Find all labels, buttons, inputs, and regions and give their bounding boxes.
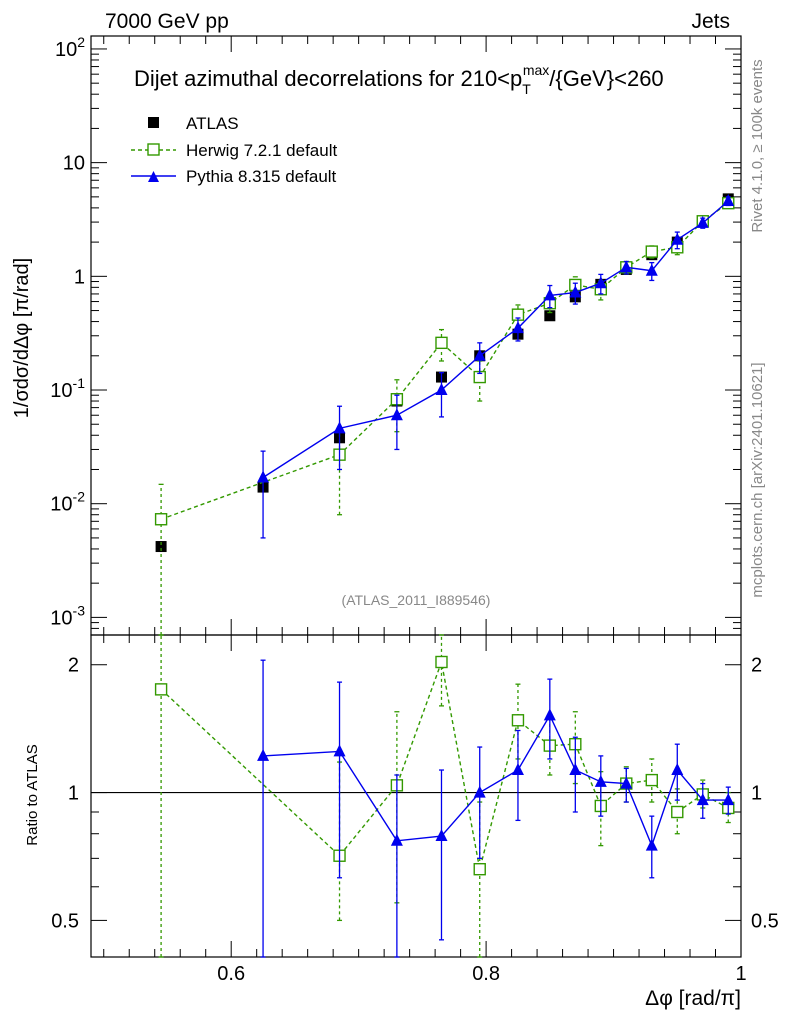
data-point-pythia [722,193,735,206]
ratio-point-pythia [333,744,346,757]
ratio-point-pythia [473,785,486,798]
ratio-point-herwig [511,714,525,727]
ratio-series-herwig [154,634,735,958]
ratio-point-pythia [620,776,633,789]
data-point-pythia [645,263,658,276]
legend-label-atlas: ATLAS [186,114,239,133]
ratio-y-tick-label-right: 1 [751,783,762,805]
data-point-herwig [154,513,168,526]
main-y-axis-label: 1/σdσ/dΔφ [π/rad] [11,258,33,418]
ratio-series-layer [154,634,735,958]
ratio-y-axis-label: Ratio to ATLAS [24,744,41,845]
data-point-pythia [620,260,633,273]
ratio-y-tick-label-right: 0.5 [751,910,779,932]
data-point-atlas [544,310,556,322]
ratio-series-pythia [257,659,735,958]
ratio-point-pythia [257,748,270,761]
main-y-tick-base: 10 [50,380,72,402]
ratio-point-pythia [390,833,403,846]
ratio-y-tick-label: 2 [68,655,79,677]
data-point-atlas [155,541,167,553]
main-y-tick-exp: -3 [73,602,86,618]
data-point-pythia [671,232,684,245]
x-tick-label: 0.6 [217,963,245,985]
chart-title: Dijet azimuthal decorrelations for 210<p… [134,62,664,97]
data-point-pythia [390,408,403,421]
data-point-pythia [435,383,448,396]
ratio-line-pythia [263,713,729,848]
analysis-id: (ATLAS_2011_I889546) [342,592,491,608]
series-pythia [257,193,735,539]
data-point-pythia [511,321,524,334]
ratio-y-tick-label: 1 [68,783,79,805]
main-y-tick-label: 10-2 [50,489,85,516]
legend-marker-herwig [147,143,160,156]
main-y-tick-label: 10-3 [50,602,85,629]
x-tick-label: 1 [735,963,746,985]
ratio-point-pythia [435,829,448,842]
data-point-herwig [435,336,448,350]
ratio-point-herwig [154,683,168,696]
header-left: 7000 GeV pp [105,10,229,33]
ratio-point-pythia [543,708,556,721]
legend-label-herwig: Herwig 7.2.1 default [186,141,337,160]
ratio-point-herwig [473,863,486,876]
data-point-pythia [473,348,486,361]
ratio-y-tick-label: 0.5 [51,910,79,932]
series-herwig [154,196,735,636]
main-y-tick-base: 10 [50,494,72,516]
data-point-pythia [257,470,270,483]
data-point-pythia [696,215,709,228]
ratio-point-herwig [645,773,658,787]
title-sup: max [523,62,549,78]
main-series-layer [154,193,735,636]
title-suffix: /{GeV}<260 [549,66,663,91]
main-y-tick-label: 102 [55,34,85,61]
data-point-herwig [645,245,658,258]
ratio-y-tick-label-right: 2 [751,655,762,677]
main-y-tick-label: 1 [74,266,85,288]
main-y-tick-base: 10 [55,39,77,61]
x-axis-label: Δφ [rad/π] [645,987,741,1010]
legend-marker-pythia [148,171,159,182]
series-line-pythia [262,200,729,479]
title-prefix: Dijet azimuthal decorrelations for 210<p [134,66,522,91]
data-point-pythia [333,421,346,434]
ratio-point-pythia [696,793,709,806]
data-point-pythia [594,276,607,289]
title-sub: T [522,81,531,97]
ratio-point-pythia [645,838,658,851]
header-right: Jets [691,10,730,33]
legend-label-pythia: Pythia 8.315 default [186,167,337,186]
legend: ATLAS Herwig 7.2.1 default Pythia 8.315 … [131,114,337,186]
ratio-point-herwig [435,655,448,669]
rivet-label: Rivet 4.1.0, ≥ 100k events [749,59,766,232]
ratio-axis-ticks: 0.6 0.8 1 0.5 0.5 1 1 2 2 [51,635,779,985]
main-y-tick-label: 10-1 [50,375,85,402]
main-y-tick-exp: -1 [73,375,86,391]
ratio-point-pythia [511,763,524,776]
series-line-herwig [160,202,729,520]
x-tick-label: 0.8 [472,963,500,985]
ratio-point-pythia [594,774,607,787]
main-y-tick-exp: 2 [77,34,85,50]
main-y-tick-label: 10 [63,153,85,175]
mcplots-label: mcplots.cern.ch [arXiv:2401.10621] [749,362,766,597]
ratio-point-pythia [671,763,684,776]
data-point-pythia [543,288,556,301]
data-point-pythia [569,285,582,298]
ratio-point-pythia [569,763,582,776]
ratio-plot-frame [90,634,742,958]
legend-marker-atlas [148,117,159,128]
ratio-point-herwig [671,805,684,819]
main-y-tick-exp: -2 [73,489,86,505]
ratio-point-pythia [722,793,735,806]
main-y-tick-base: 10 [50,607,72,629]
